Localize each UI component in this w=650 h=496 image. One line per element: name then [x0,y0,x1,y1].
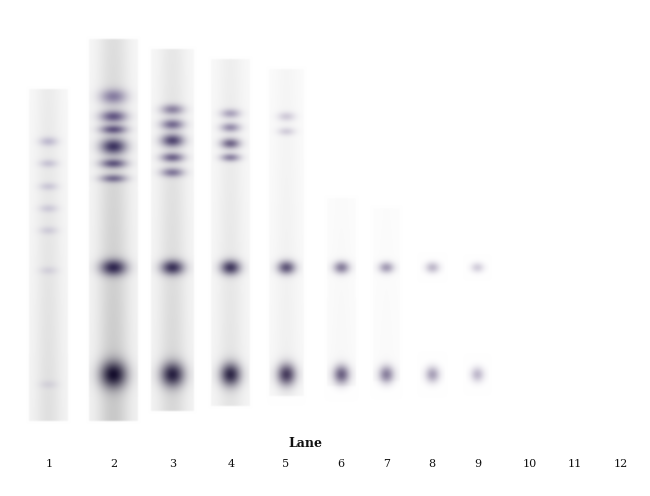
Text: 6: 6 [338,459,344,469]
Text: Lane: Lane [289,437,322,450]
Text: 8: 8 [429,459,436,469]
Text: 1: 1 [46,459,52,469]
Text: 2: 2 [111,459,117,469]
Text: 5: 5 [283,459,289,469]
Text: 12: 12 [614,459,628,469]
Text: 9: 9 [474,459,481,469]
Text: 4: 4 [227,459,234,469]
Text: 3: 3 [169,459,176,469]
Text: 10: 10 [523,459,537,469]
Text: 7: 7 [384,459,390,469]
Text: 11: 11 [568,459,582,469]
